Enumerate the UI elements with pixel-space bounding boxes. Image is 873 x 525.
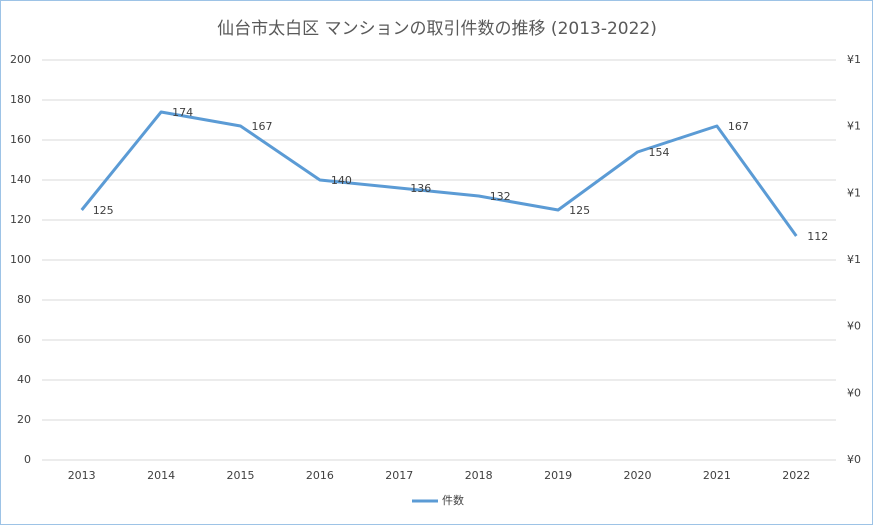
y2-tick-label: ¥1 bbox=[847, 253, 861, 266]
y2-tick-label: ¥0 bbox=[847, 320, 861, 333]
y2-tick-label: ¥1 bbox=[847, 120, 861, 133]
y-tick-label: 20 bbox=[17, 413, 31, 426]
data-label: 125 bbox=[569, 204, 590, 217]
x-tick-label: 2020 bbox=[624, 469, 652, 482]
data-line bbox=[80, 110, 798, 237]
x-tick-label: 2017 bbox=[385, 469, 413, 482]
data-label: 167 bbox=[728, 120, 749, 133]
x-tick-label: 2016 bbox=[306, 469, 334, 482]
x-tick-label: 2013 bbox=[68, 469, 96, 482]
data-label: 125 bbox=[93, 204, 114, 217]
x-tick-label: 2015 bbox=[227, 469, 255, 482]
y-tick-label: 160 bbox=[10, 133, 31, 146]
x-tick-label: 2019 bbox=[544, 469, 572, 482]
x-tick-label: 2021 bbox=[703, 469, 731, 482]
y-tick-label: 0 bbox=[24, 453, 31, 466]
legend-label: 件数 bbox=[442, 494, 464, 507]
x-tick-label: 2018 bbox=[465, 469, 493, 482]
y2-tick-label: ¥1 bbox=[847, 53, 861, 66]
y-tick-label: 180 bbox=[10, 93, 31, 106]
y-tick-label: 200 bbox=[10, 53, 31, 66]
y-tick-label: 80 bbox=[17, 293, 31, 306]
y-tick-label: 40 bbox=[17, 373, 31, 386]
y-tick-label: 140 bbox=[10, 173, 31, 186]
y-tick-label: 60 bbox=[17, 333, 31, 346]
x-tick-label: 2022 bbox=[782, 469, 810, 482]
y2-tick-label: ¥0 bbox=[847, 386, 861, 399]
x-tick-label: 2014 bbox=[147, 469, 175, 482]
data-label: 136 bbox=[410, 182, 431, 195]
y-tick-label: 100 bbox=[10, 253, 31, 266]
data-label: 112 bbox=[807, 230, 828, 243]
data-label: 140 bbox=[331, 174, 352, 187]
y2-tick-label: ¥1 bbox=[847, 186, 861, 199]
data-label: 154 bbox=[649, 146, 670, 159]
y2-tick-label: ¥0 bbox=[847, 453, 861, 466]
chart-title: 仙台市太白区 マンションの取引件数の推移 (2013-2022) bbox=[217, 19, 657, 39]
data-label: 167 bbox=[252, 120, 273, 133]
data-label: 132 bbox=[490, 190, 511, 203]
data-label: 174 bbox=[172, 106, 193, 119]
y-tick-label: 120 bbox=[10, 213, 31, 226]
